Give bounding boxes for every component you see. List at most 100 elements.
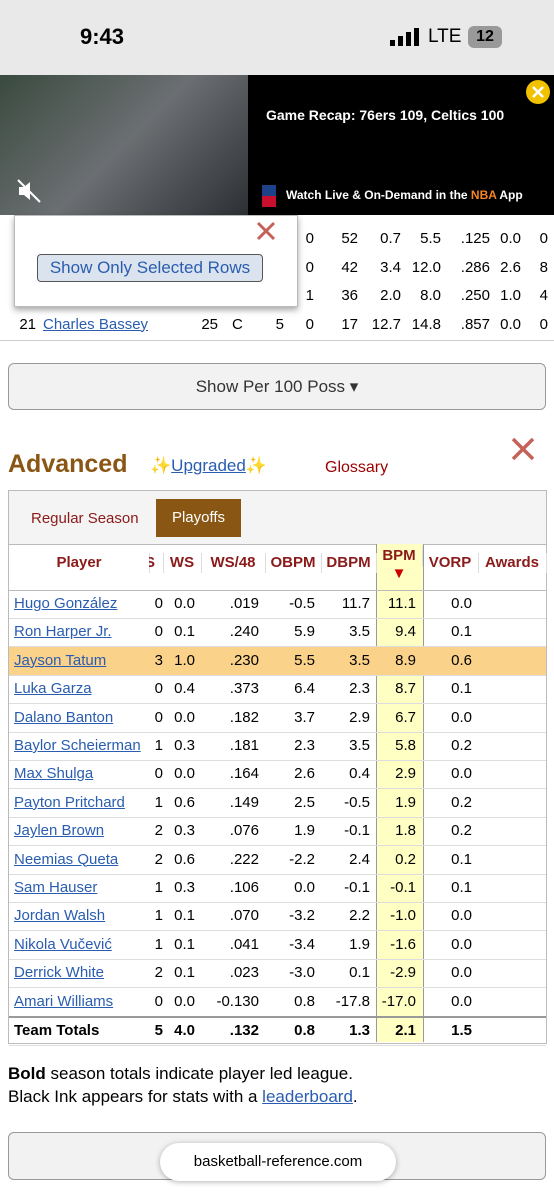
- cell: 3.4: [380, 258, 401, 276]
- cell: -0.1: [344, 879, 370, 896]
- cell: 0.2: [451, 793, 472, 811]
- cell: 8.9: [395, 651, 416, 669]
- cell: 0.0: [294, 879, 315, 896]
- column-header[interactable]: S: [149, 553, 164, 573]
- column-header[interactable]: OBPM: [265, 553, 322, 573]
- cell: 0.0: [174, 595, 195, 612]
- player-link[interactable]: Jayson Tatum: [14, 651, 107, 669]
- nba-logo: [262, 185, 276, 207]
- cell: .164: [229, 765, 259, 783]
- cell: 0.3: [174, 737, 195, 754]
- video-thumbnail[interactable]: [0, 75, 248, 215]
- url-bar[interactable]: basketball-reference.com: [160, 1143, 396, 1181]
- cell: 42: [341, 258, 358, 276]
- row-border: [9, 788, 546, 790]
- cell: 0.0: [451, 992, 472, 1010]
- sparkle: ✨: [245, 456, 268, 475]
- ad-title: Game Recap: 76ers 109, Celtics 100: [266, 107, 505, 123]
- footnote-line: Bold season totals indicate player led l…: [8, 1062, 358, 1085]
- popup-close[interactable]: [255, 220, 277, 242]
- cell: 5: [154, 1022, 163, 1039]
- upgraded-link[interactable]: Upgraded: [171, 456, 246, 475]
- cell: 0.0: [451, 765, 472, 783]
- column-header[interactable]: WS: [163, 553, 202, 573]
- player-link[interactable]: Hugo González: [14, 595, 118, 612]
- advanced-table: Regular Season Playoffs PlayerSWSWS/48OB…: [8, 490, 547, 1046]
- video-ad[interactable]: Game Recap: 76ers 109, Celtics 100 Watch…: [248, 75, 554, 215]
- player-link[interactable]: Dalano Banton: [14, 708, 114, 726]
- cell: 5.5: [294, 651, 315, 669]
- cell: 3.5: [349, 737, 370, 754]
- cell: 1.9: [395, 793, 416, 811]
- time: 9:43: [80, 24, 125, 49]
- cell: 0.2: [451, 822, 472, 840]
- player-link[interactable]: Luka Garza: [14, 680, 92, 698]
- section-close[interactable]: [510, 436, 536, 462]
- column-header[interactable]: Player: [9, 553, 150, 573]
- cell: .149: [229, 793, 259, 811]
- row-border: [9, 1045, 546, 1046]
- cell: 1: [154, 737, 163, 754]
- player-link[interactable]: Amari Williams: [14, 992, 114, 1010]
- column-header[interactable]: DBPM: [321, 553, 377, 573]
- player-link[interactable]: Neemias Queta: [14, 850, 119, 868]
- tab-active[interactable]: Playoffs: [156, 499, 241, 537]
- cell: 0.1: [174, 907, 195, 925]
- cell: 4: [539, 287, 548, 304]
- cell: 0.4: [349, 765, 370, 783]
- per-100-button[interactable]: Show Per 100 Poss ▾: [8, 363, 546, 410]
- sparkle: ✨: [150, 456, 172, 475]
- column-header[interactable]: Awards: [478, 553, 547, 573]
- player-link[interactable]: Sam Hauser: [14, 879, 98, 896]
- cell: 1.0: [174, 651, 195, 669]
- leaderboard-link[interactable]: leaderboard: [262, 1087, 353, 1106]
- mute-icon[interactable]: [16, 178, 42, 204]
- player-link[interactable]: Baylor Scheierman: [14, 737, 141, 754]
- cell: Team Totals: [14, 1022, 100, 1039]
- cell: 0.0: [500, 230, 521, 247]
- cell: 0.1: [174, 935, 195, 953]
- cell: 0.1: [174, 964, 195, 982]
- cell: 25: [201, 315, 218, 333]
- ad-cta[interactable]: Watch Live & On-Demand in the NBA App: [286, 188, 523, 202]
- cell: 1: [154, 879, 163, 896]
- row-border: [9, 703, 546, 705]
- column-header[interactable]: WS/48: [201, 553, 266, 573]
- cell: 0: [305, 230, 314, 247]
- cell: 1.0: [500, 287, 521, 304]
- cell: 0.3: [174, 879, 195, 896]
- player-link[interactable]: Jaylen Brown: [14, 822, 105, 840]
- cell: 0.0: [451, 964, 472, 982]
- cell: -0.5: [289, 595, 315, 612]
- cell: 0.1: [174, 623, 195, 641]
- cell: 0.0: [451, 708, 472, 726]
- cell: 0.8: [294, 992, 315, 1010]
- row-border: [9, 674, 546, 676]
- close-ad[interactable]: [526, 80, 550, 104]
- text: .: [352, 1087, 358, 1106]
- cell: 14.8: [411, 315, 441, 333]
- highlight-row: [9, 646, 546, 675]
- cell: .023: [229, 964, 259, 982]
- upgraded[interactable]: ✨Upgraded✨: [150, 456, 267, 476]
- cell: 0.6: [174, 850, 195, 868]
- selected-rows-button[interactable]: Show Only Selected Rows: [37, 254, 263, 282]
- column-header[interactable]: VORP: [422, 553, 479, 573]
- player-link[interactable]: Jordan Walsh: [14, 907, 106, 925]
- cell: 0: [305, 258, 314, 276]
- cell: .286: [460, 258, 490, 276]
- tab-bar: Regular Season Playoffs: [9, 491, 546, 545]
- tab[interactable]: Regular Season: [31, 510, 139, 527]
- player-link[interactable]: Charles Bassey: [43, 315, 149, 333]
- column-header[interactable]: BPM: [376, 546, 423, 566]
- player-link[interactable]: Nikola Vučević: [14, 935, 112, 953]
- player-link[interactable]: Ron Harper Jr.: [14, 623, 112, 641]
- cell: .125: [460, 230, 490, 247]
- player-link[interactable]: Payton Pritchard: [14, 793, 125, 811]
- glossary-link[interactable]: Glossary: [325, 459, 389, 476]
- player-link[interactable]: Derrick White: [14, 964, 105, 982]
- cell: -2.2: [289, 850, 315, 868]
- cell: 0: [154, 765, 163, 783]
- cell: -0.5: [344, 793, 370, 811]
- player-link[interactable]: Max Shulga: [14, 765, 94, 783]
